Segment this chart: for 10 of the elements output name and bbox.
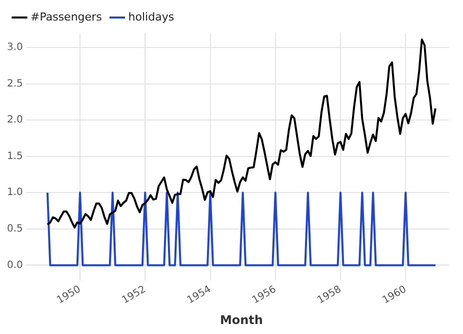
legend-label: #Passengers (30, 10, 102, 24)
y-tick-label: 2.0 (6, 114, 23, 126)
y-tick-label: 0.5 (6, 224, 23, 235)
y-tick-label: 1.0 (6, 187, 23, 198)
y-tick-label: 1.5 (6, 150, 23, 162)
legend-label: holidays (128, 10, 174, 24)
y-tick-label: 2.5 (6, 78, 23, 90)
x-axis-title: Month (220, 312, 263, 327)
y-tick-label: 3.0 (6, 42, 23, 54)
y-tick-label: 0.0 (6, 260, 23, 271)
